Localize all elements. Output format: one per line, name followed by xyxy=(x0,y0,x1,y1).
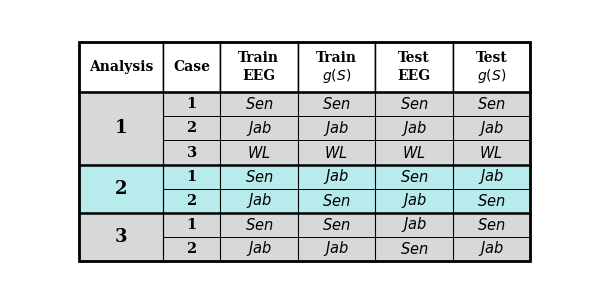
Text: $\mathit{Sen}$: $\mathit{Sen}$ xyxy=(245,96,273,112)
Text: $\mathit{Jab}$: $\mathit{Jab}$ xyxy=(401,215,427,234)
Text: $\mathit{Jab}$: $\mathit{Jab}$ xyxy=(323,119,349,138)
Text: $g(S)$: $g(S)$ xyxy=(476,67,506,85)
Bar xyxy=(298,117,375,140)
Bar xyxy=(79,92,163,117)
Bar xyxy=(163,189,220,213)
Bar xyxy=(453,237,530,261)
Text: 2: 2 xyxy=(115,180,127,198)
Text: 2: 2 xyxy=(187,242,197,256)
Text: $\mathit{Jab}$: $\mathit{Jab}$ xyxy=(246,191,272,210)
Text: $\mathit{Sen}$: $\mathit{Sen}$ xyxy=(477,96,505,112)
Bar xyxy=(375,189,453,213)
Bar xyxy=(375,92,453,117)
Bar xyxy=(220,92,298,117)
Text: $\mathit{Jab}$: $\mathit{Jab}$ xyxy=(323,239,349,258)
Text: 1: 1 xyxy=(187,170,197,184)
Bar xyxy=(79,92,163,165)
Text: 2: 2 xyxy=(187,121,197,135)
Text: $\mathit{Sen}$: $\mathit{Sen}$ xyxy=(245,168,273,185)
Bar xyxy=(298,140,375,165)
Bar xyxy=(220,237,298,261)
Text: $\mathit{Sen}$: $\mathit{Sen}$ xyxy=(322,217,350,233)
Text: $\mathit{Sen}$: $\mathit{Sen}$ xyxy=(322,96,350,112)
Bar xyxy=(453,117,530,140)
Bar xyxy=(298,189,375,213)
Bar xyxy=(298,213,375,237)
Bar xyxy=(453,92,530,117)
Text: $\mathit{Jab}$: $\mathit{Jab}$ xyxy=(478,239,504,258)
Text: $\mathit{Jab}$: $\mathit{Jab}$ xyxy=(401,119,427,138)
Bar xyxy=(375,140,453,165)
Bar xyxy=(220,140,298,165)
Bar xyxy=(220,165,298,189)
Text: Test: Test xyxy=(475,51,507,65)
Bar xyxy=(163,237,220,261)
Bar xyxy=(298,42,375,92)
Bar xyxy=(79,213,163,237)
Text: $g(S)$: $g(S)$ xyxy=(322,67,351,85)
Bar xyxy=(220,42,298,92)
Text: 3: 3 xyxy=(115,228,127,246)
Text: 1: 1 xyxy=(187,98,197,112)
Text: Test: Test xyxy=(398,51,429,65)
Bar xyxy=(298,237,375,261)
Bar xyxy=(453,213,530,237)
Text: $\mathit{Jab}$: $\mathit{Jab}$ xyxy=(478,119,504,138)
Bar xyxy=(375,42,453,92)
Text: $\mathit{Sen}$: $\mathit{Sen}$ xyxy=(245,217,273,233)
Text: $\mathit{Jab}$: $\mathit{Jab}$ xyxy=(478,167,504,186)
Bar xyxy=(79,213,163,261)
Bar xyxy=(298,92,375,117)
Bar xyxy=(163,117,220,140)
Text: $\mathit{Jab}$: $\mathit{Jab}$ xyxy=(401,191,427,210)
Bar xyxy=(453,165,530,189)
Text: EEG: EEG xyxy=(397,69,431,83)
Text: $\mathit{Sen}$: $\mathit{Sen}$ xyxy=(477,193,505,209)
Bar xyxy=(79,42,163,92)
Text: $\mathit{Jab}$: $\mathit{Jab}$ xyxy=(246,119,272,138)
Bar xyxy=(375,165,453,189)
Bar xyxy=(163,213,220,237)
Bar xyxy=(79,237,163,261)
Bar xyxy=(163,140,220,165)
Text: 1: 1 xyxy=(187,218,197,232)
Bar xyxy=(220,189,298,213)
Text: Analysis: Analysis xyxy=(89,60,153,74)
Text: Case: Case xyxy=(173,60,210,74)
Text: 1: 1 xyxy=(115,119,127,138)
Text: EEG: EEG xyxy=(242,69,276,83)
Bar xyxy=(79,165,163,189)
Bar xyxy=(79,117,163,140)
Text: 2: 2 xyxy=(187,194,197,208)
Bar xyxy=(453,189,530,213)
Bar xyxy=(220,117,298,140)
Bar xyxy=(375,117,453,140)
Text: 3: 3 xyxy=(187,145,197,159)
Bar xyxy=(163,42,220,92)
Bar xyxy=(79,165,163,213)
Text: $\mathit{WL}$: $\mathit{WL}$ xyxy=(324,145,348,161)
Text: $\mathit{Sen}$: $\mathit{Sen}$ xyxy=(477,217,505,233)
Bar xyxy=(375,237,453,261)
Bar xyxy=(298,165,375,189)
Text: $\mathit{Jab}$: $\mathit{Jab}$ xyxy=(246,239,272,258)
Bar xyxy=(163,92,220,117)
Bar xyxy=(453,140,530,165)
Text: Train: Train xyxy=(316,51,357,65)
Text: $\mathit{Jab}$: $\mathit{Jab}$ xyxy=(323,167,349,186)
Text: $\mathit{Sen}$: $\mathit{Sen}$ xyxy=(322,193,350,209)
Text: $\mathit{WL}$: $\mathit{WL}$ xyxy=(402,145,426,161)
Bar xyxy=(79,140,163,165)
Bar xyxy=(453,42,530,92)
Bar xyxy=(375,213,453,237)
Text: $\mathit{Sen}$: $\mathit{Sen}$ xyxy=(400,96,428,112)
Text: $\mathit{WL}$: $\mathit{WL}$ xyxy=(247,145,271,161)
Text: $\mathit{WL}$: $\mathit{WL}$ xyxy=(479,145,503,161)
Bar xyxy=(79,189,163,213)
Text: Train: Train xyxy=(238,51,279,65)
Text: $\mathit{Sen}$: $\mathit{Sen}$ xyxy=(400,168,428,185)
Bar xyxy=(163,165,220,189)
Text: $\mathit{Sen}$: $\mathit{Sen}$ xyxy=(400,241,428,257)
Bar xyxy=(220,213,298,237)
